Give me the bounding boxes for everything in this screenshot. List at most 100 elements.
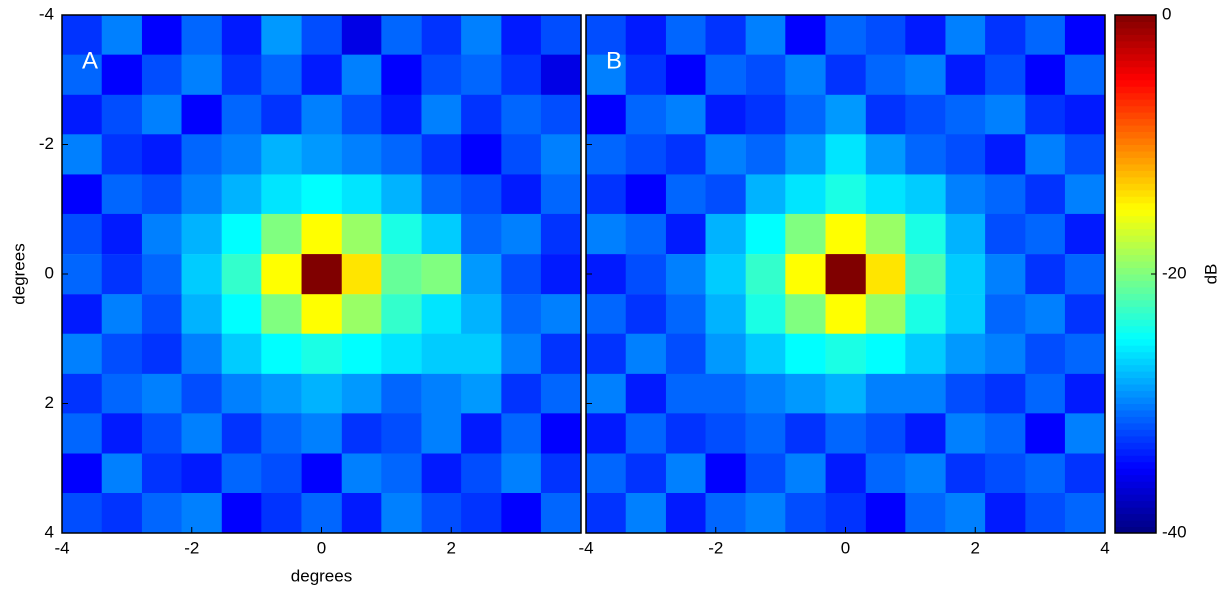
heatmap-cell [745, 174, 787, 215]
heatmap-cell [625, 254, 667, 295]
heatmap-cell [705, 134, 746, 175]
colorbar-swatch [1115, 390, 1156, 398]
x-tick-label: -2 [708, 538, 723, 557]
heatmap-cell [221, 413, 263, 454]
colorbar-swatch [1115, 60, 1156, 68]
heatmap-cell [785, 174, 826, 215]
heatmap-cell [625, 333, 667, 375]
heatmap-cell [301, 134, 342, 175]
heatmap-cell [141, 134, 183, 175]
colorbar-swatch [1115, 332, 1156, 340]
colorbar-swatch [1115, 500, 1156, 508]
heatmap-cell [181, 413, 222, 454]
heatmap-cell [301, 453, 342, 494]
colorbar-swatch [1115, 358, 1156, 366]
heatmap-cell [62, 134, 103, 175]
colorbar-swatch [1115, 371, 1156, 379]
x-tick-label: -4 [54, 538, 69, 557]
colorbar-swatch [1115, 105, 1156, 113]
heatmap-cell [665, 213, 707, 255]
heatmap-cell [101, 294, 143, 335]
heatmap-cell [785, 294, 826, 335]
colorbar-swatch [1115, 487, 1156, 495]
colorbar-swatch [1115, 176, 1156, 184]
colorbar-swatch [1115, 397, 1156, 404]
heatmap-cell [625, 413, 667, 454]
heatmap-cell [540, 54, 582, 95]
heatmap-cell [62, 213, 103, 255]
colorbar-swatch [1115, 47, 1156, 55]
heatmap-cell [421, 15, 462, 56]
colorbar-swatch [1115, 157, 1156, 165]
heatmap-cell [421, 174, 462, 215]
heatmap-cell [261, 54, 302, 95]
heatmap-cell [745, 254, 787, 295]
heatmap-cell [785, 213, 826, 255]
heatmap-cell [665, 254, 707, 295]
heatmap-cell [905, 294, 946, 335]
heatmap-cell [985, 294, 1026, 335]
colorbar-swatch [1115, 409, 1156, 417]
heatmap-cell [825, 373, 866, 415]
heatmap-cell [101, 174, 143, 215]
heatmap-cell [381, 493, 422, 534]
heatmap-cell [421, 413, 462, 454]
heatmap-cell [945, 94, 986, 136]
heatmap-cell [421, 54, 462, 95]
heatmap-cell [625, 294, 667, 335]
heatmap-cell [665, 54, 707, 95]
heatmap-cell [785, 373, 826, 415]
colorbar-swatch [1115, 163, 1156, 171]
heatmap-cell [101, 213, 143, 255]
colorbar-swatch [1115, 241, 1156, 249]
heatmap-cell [501, 333, 542, 375]
colorbar-swatch [1115, 209, 1156, 217]
heatmap-cell [221, 333, 263, 375]
colorbar-swatch [1115, 435, 1156, 443]
heatmap-cell [665, 15, 707, 56]
heatmap-cell [665, 134, 707, 175]
y-tick-label: 0 [45, 263, 54, 282]
heatmap-cell [1064, 54, 1106, 95]
heatmap-cell [705, 54, 746, 95]
heatmap-cell [501, 15, 542, 56]
heatmap-cell [745, 94, 787, 136]
heatmap-cell [865, 54, 907, 95]
x-tick-label: 2 [447, 538, 456, 557]
heatmap-cell [625, 134, 667, 175]
heatmap-cell [221, 254, 263, 295]
heatmap-cell [181, 94, 222, 136]
heatmap-cell [101, 453, 143, 494]
heatmap-cell [825, 213, 866, 255]
heatmap-cell [301, 493, 342, 534]
heatmap-cell [865, 333, 907, 375]
heatmap-cell [421, 333, 462, 375]
colorbar-swatch [1115, 125, 1156, 133]
colorbar-tick-label: 0 [1162, 4, 1171, 23]
heatmap-cell [705, 94, 746, 136]
heatmap-cell [865, 294, 907, 335]
heatmap-cell [985, 134, 1026, 175]
heatmap-cell [745, 373, 787, 415]
heatmap-cell [141, 493, 183, 534]
heatmap-cell [586, 213, 627, 255]
x-axis-label: degrees [291, 566, 352, 585]
heatmap-cell [181, 134, 222, 175]
x-tick-label: 2 [971, 538, 980, 557]
heatmap-cell [625, 94, 667, 136]
heatmap-cell [1025, 294, 1066, 335]
heatmap-cell [501, 54, 542, 95]
heatmap-cell [625, 493, 667, 534]
heatmap-cell [625, 54, 667, 95]
colorbar-swatch [1115, 468, 1156, 476]
heatmap-cell [501, 134, 542, 175]
heatmap-cell [586, 174, 627, 215]
colorbar-swatch [1115, 481, 1156, 489]
colorbar-swatch [1115, 299, 1156, 307]
heatmap-cell [141, 453, 183, 494]
colorbar-swatch [1115, 474, 1156, 482]
heatmap-cell [540, 373, 582, 415]
heatmap-cell [745, 134, 787, 175]
heatmap-cell [261, 373, 302, 415]
